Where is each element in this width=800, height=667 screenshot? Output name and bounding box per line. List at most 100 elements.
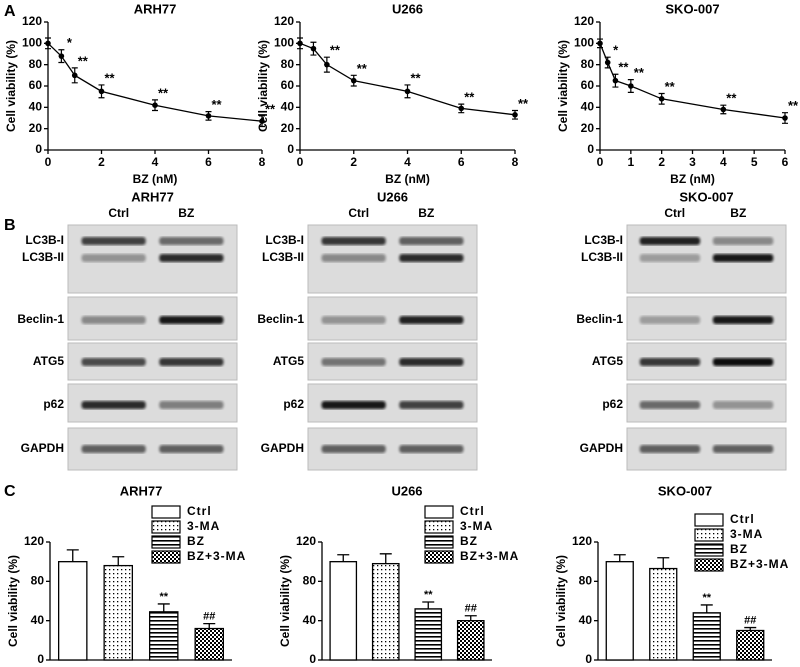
band	[81, 316, 146, 324]
x-tick-label: 0	[297, 155, 304, 169]
row-label: ATG5	[273, 354, 304, 368]
point	[597, 40, 603, 47]
annotation: **	[158, 85, 169, 100]
annotation: **	[410, 70, 421, 85]
row-label: GAPDH	[261, 441, 304, 455]
y-tick-label: 100	[22, 36, 42, 50]
y-tick-label: 60	[29, 78, 43, 92]
y-tick-label: 120	[274, 14, 294, 28]
x-tick-label: 4	[152, 155, 159, 169]
annotation: **	[726, 91, 737, 106]
y-tick-label: 0	[309, 652, 316, 666]
annotation: **	[265, 101, 276, 116]
point	[612, 77, 619, 84]
annotation: **	[702, 592, 711, 604]
legend-label: 3-MA	[187, 519, 220, 533]
row-label: LC3B-I	[25, 233, 64, 247]
band	[159, 237, 224, 245]
point	[324, 61, 330, 68]
annotation: ##	[203, 611, 215, 623]
band	[639, 254, 701, 262]
lane-label: Ctrl	[664, 206, 685, 220]
legend-label: Ctrl	[460, 504, 485, 518]
y-tick-label: 20	[29, 121, 43, 135]
band	[321, 254, 386, 262]
y-tick-label: 80	[581, 57, 595, 71]
band	[321, 316, 386, 324]
band	[399, 316, 464, 324]
annotation: **	[211, 97, 222, 112]
y-tick-label: 120	[296, 534, 316, 548]
panel-label: A	[4, 3, 16, 20]
legend-label: 3-MA	[730, 527, 763, 541]
annotation: **	[665, 79, 676, 94]
chart-title: U266	[391, 483, 422, 498]
lane-label: BZ	[730, 206, 746, 220]
lane-label: Ctrl	[348, 206, 369, 220]
y-tick-label: 120	[574, 14, 594, 28]
band	[399, 401, 464, 409]
x-tick-label: 8	[512, 155, 519, 169]
band	[639, 316, 701, 324]
legend-swatch	[424, 505, 454, 519]
error-bar	[422, 601, 435, 609]
annotation: ##	[744, 614, 756, 626]
error-bar	[613, 554, 626, 562]
point	[628, 83, 634, 89]
row-label: LC3B-II	[22, 250, 64, 264]
band	[81, 445, 146, 453]
bar	[329, 561, 358, 661]
error-bar	[157, 603, 170, 612]
point	[71, 72, 78, 79]
y-tick-label: 120	[22, 14, 42, 28]
y-tick-label: 120	[572, 534, 592, 548]
error-bar	[379, 553, 392, 564]
row-label: p62	[602, 397, 623, 411]
y-axis-title: Cell viability (%)	[4, 40, 18, 132]
error-bar	[700, 604, 713, 613]
error-bar	[657, 557, 670, 569]
band	[321, 237, 386, 245]
legend-swatch	[424, 535, 454, 549]
legend-swatch	[151, 505, 181, 519]
point	[604, 59, 611, 66]
band	[159, 316, 224, 324]
bar	[456, 620, 485, 661]
band	[639, 237, 701, 245]
chart-title: ARH77	[120, 483, 163, 498]
legend-label: BZ	[730, 542, 748, 556]
lane-label: Ctrl	[108, 206, 129, 220]
legend-swatch	[151, 550, 181, 564]
x-tick-label: 6	[458, 155, 465, 169]
legend-label: BZ	[460, 534, 478, 548]
legend-swatch	[151, 520, 181, 534]
row-label: Beclin-1	[576, 312, 623, 326]
y-axis-title: Cell viability (%)	[556, 40, 570, 132]
legend-label: BZ	[187, 534, 205, 548]
bar	[414, 608, 443, 661]
panel-label: B	[4, 217, 16, 234]
band	[321, 358, 386, 366]
x-tick-label: 2	[658, 155, 665, 169]
annotation: **	[464, 90, 475, 105]
x-tick-label: 5	[751, 155, 758, 169]
legend-label: Ctrl	[730, 512, 755, 526]
band	[399, 445, 464, 453]
row-label: LC3B-I	[265, 233, 304, 247]
bar	[103, 564, 134, 661]
band	[321, 401, 386, 409]
annotation: **	[618, 60, 629, 75]
y-tick-label: 40	[281, 100, 295, 114]
point	[297, 40, 303, 47]
y-tick-label: 40	[581, 100, 595, 114]
point	[45, 40, 51, 47]
lane-label: BZ	[178, 206, 194, 220]
y-tick-label: 0	[587, 142, 594, 156]
band	[712, 254, 774, 262]
band	[159, 401, 224, 409]
annotation: **	[159, 591, 168, 603]
row-label: Beclin-1	[17, 312, 64, 326]
y-axis-title: Cell viability (%)	[256, 40, 270, 132]
